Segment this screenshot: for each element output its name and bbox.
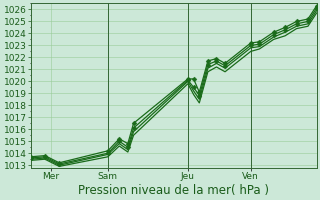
X-axis label: Pression niveau de la mer( hPa ): Pression niveau de la mer( hPa ) bbox=[78, 184, 269, 197]
